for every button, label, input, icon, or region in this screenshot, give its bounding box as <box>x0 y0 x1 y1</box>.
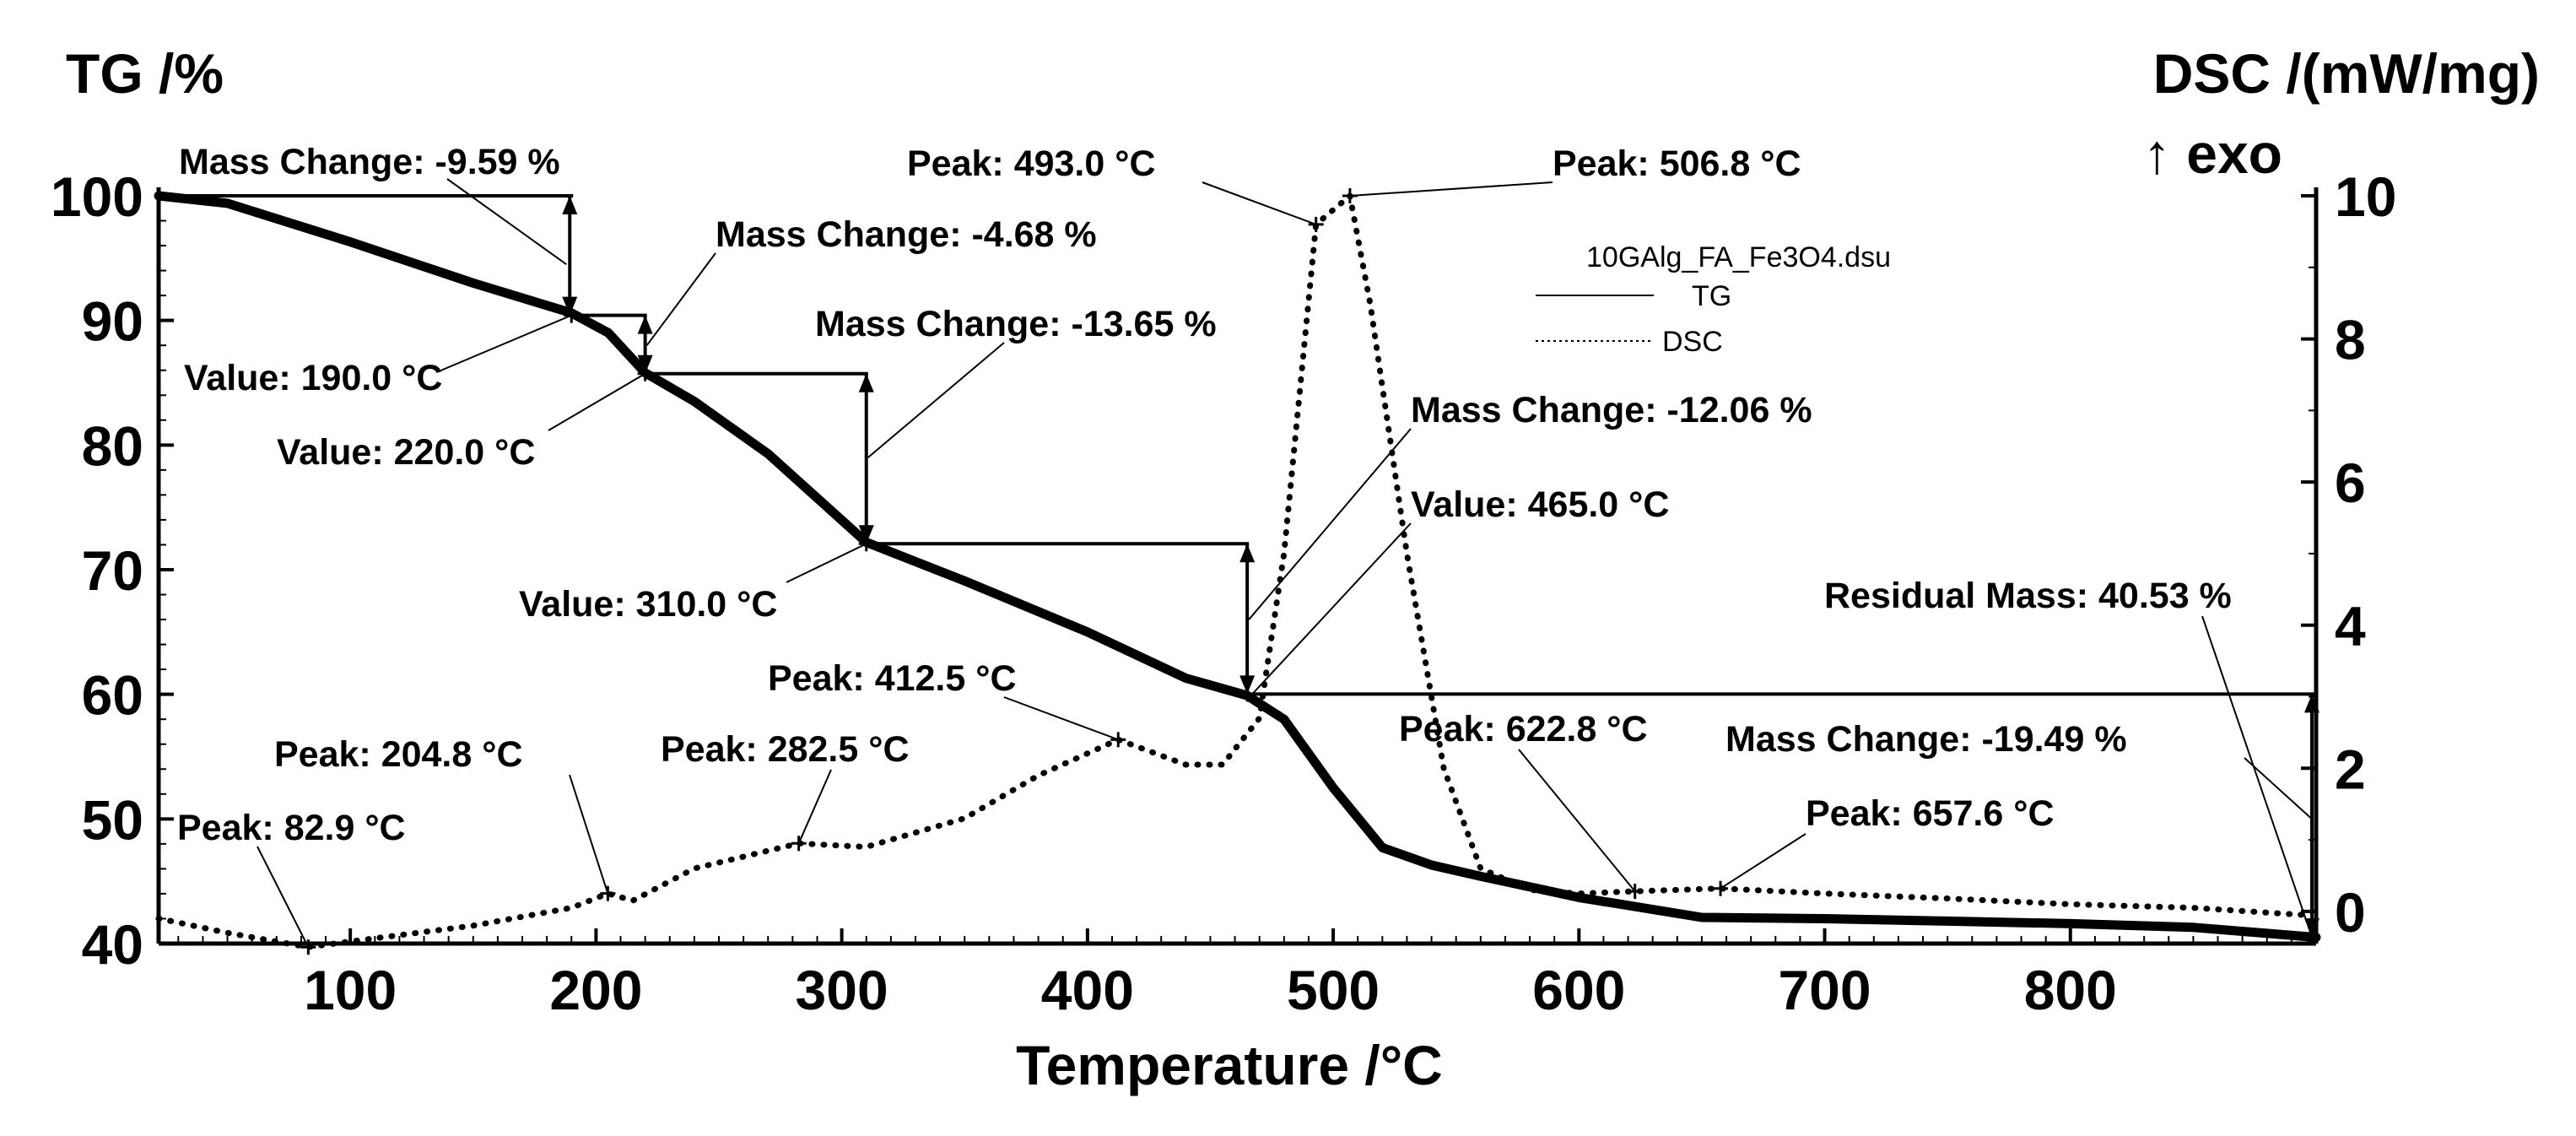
left-axis-title: TG /% <box>66 42 224 105</box>
peak-label: Peak: 622.8 °C <box>1399 709 1648 749</box>
value-leader <box>1251 522 1412 695</box>
mass-change-arrow-2-head-top <box>637 315 653 334</box>
legend-tg-label: TG <box>1692 280 1731 312</box>
legend: 10GAlg_FA_Fe3O4.dsu TG DSC <box>1536 241 1891 358</box>
peak-leader <box>1349 181 1553 197</box>
mass-change-arrow-5-head-top <box>2304 694 2319 713</box>
y-right-tick-label: 0 <box>2335 881 2366 944</box>
mass-change-label: Mass Change: -4.68 % <box>716 214 1097 255</box>
y-right-tick-label: 10 <box>2335 165 2396 228</box>
y-right-tick-label: 2 <box>2335 738 2366 800</box>
residual-mass-leader <box>2201 615 2313 938</box>
x-tick-label: 200 <box>549 959 642 1021</box>
mass-change-arrow-1-head-bottom <box>562 296 578 316</box>
peak-label: Peak: 657.6 °C <box>1806 793 2055 834</box>
residual-mass-label: Residual Mass: 40.53 % <box>1824 576 2232 616</box>
y-left-tick-label: 100 <box>51 165 143 228</box>
value-label: Value: 190.0 °C <box>184 358 442 398</box>
mass-change-leader <box>645 252 716 346</box>
value-label: Value: 310.0 °C <box>519 584 777 625</box>
x-tick-label: 600 <box>1532 959 1625 1021</box>
mass-change-leader <box>867 342 1005 458</box>
x-tick-label: 800 <box>2024 959 2117 1021</box>
peak-label: Peak: 282.5 °C <box>661 729 910 770</box>
y-left-tick-label: 90 <box>82 290 143 353</box>
x-tick-label: 500 <box>1287 959 1380 1021</box>
peak-label: Peak: 204.8 °C <box>274 734 523 775</box>
peak-label: Peak: 506.8 °C <box>1553 143 1801 184</box>
y-left-tick-label: 50 <box>82 788 143 851</box>
y-right-tick-label: 8 <box>2335 309 2366 371</box>
mass-change-arrow-2-head-bottom <box>637 354 653 374</box>
mass-change-arrow-3-head-top <box>858 373 874 392</box>
peak-label: Peak: 82.9 °C <box>177 808 406 848</box>
value-leader <box>438 314 572 372</box>
x-tick-label: 700 <box>1778 959 1871 1021</box>
peak-leader <box>257 846 310 948</box>
mass-change-leader <box>446 178 567 266</box>
mass-change-arrow-4-head-top <box>1239 544 1256 563</box>
y-right-tick-label: 4 <box>2335 595 2366 657</box>
y-left-tick-label: 60 <box>82 664 143 727</box>
peak-leader <box>1518 749 1636 892</box>
series-layer <box>154 191 2321 950</box>
peak-label: Peak: 493.0 °C <box>907 143 1156 184</box>
value-label: Value: 220.0 °C <box>277 432 535 473</box>
right-axis-title: DSC /(mW/mg) <box>2153 42 2540 105</box>
mass-change-arrow-5-head-bottom <box>2304 918 2319 938</box>
peak-label: Peak: 412.5 °C <box>768 658 1017 699</box>
annotation-layer: Mass Change: -9.59 % Mass Change: -4.68 %… <box>159 142 2319 955</box>
peak-leader <box>1720 833 1806 890</box>
mass-change-arrow-3-head-bottom <box>858 525 874 544</box>
peak-leader <box>569 774 609 894</box>
value-label: Value: 465.0 °C <box>1411 484 1669 525</box>
y-right-tick-label: 6 <box>2335 452 2366 514</box>
x-tick-label: 300 <box>796 959 888 1021</box>
mass-change-label: Mass Change: -9.59 % <box>179 142 560 182</box>
x-axis-title: Temperature /°C <box>1016 1034 1443 1096</box>
y-left-tick-label: 40 <box>82 913 143 976</box>
right-axis-subtitle: ↑ exo <box>2143 122 2282 185</box>
value-leader <box>548 372 646 431</box>
mass-change-label: Mass Change: -12.06 % <box>1411 390 1812 430</box>
mass-change-arrow-1-head-top <box>562 196 578 214</box>
peak-leader <box>797 769 832 844</box>
legend-dsc-label: DSC <box>1662 326 1723 358</box>
y-left-tick-label: 80 <box>82 414 143 477</box>
mass-change-arrow-4-head-bottom <box>1239 675 1256 695</box>
legend-title: 10GAlg_FA_Fe3O4.dsu <box>1586 241 1891 273</box>
mass-change-leader <box>2244 757 2313 820</box>
mass-change-label: Mass Change: -19.49 % <box>1725 719 2127 760</box>
peak-leader <box>1003 696 1119 741</box>
value-leader <box>786 543 867 583</box>
y-left-tick-label: 70 <box>82 539 143 602</box>
x-tick-label: 100 <box>304 959 397 1021</box>
peak-leader <box>1202 181 1317 225</box>
mass-change-leader <box>1248 428 1412 620</box>
x-tick-label: 400 <box>1041 959 1134 1021</box>
axis-ticks: 100 200 300 400 500 600 700 800 40 50 60 70 80 90 100 0… <box>51 165 2397 1021</box>
mass-change-label: Mass Change: -13.65 % <box>815 304 1217 344</box>
dsc-curve <box>155 192 2307 950</box>
